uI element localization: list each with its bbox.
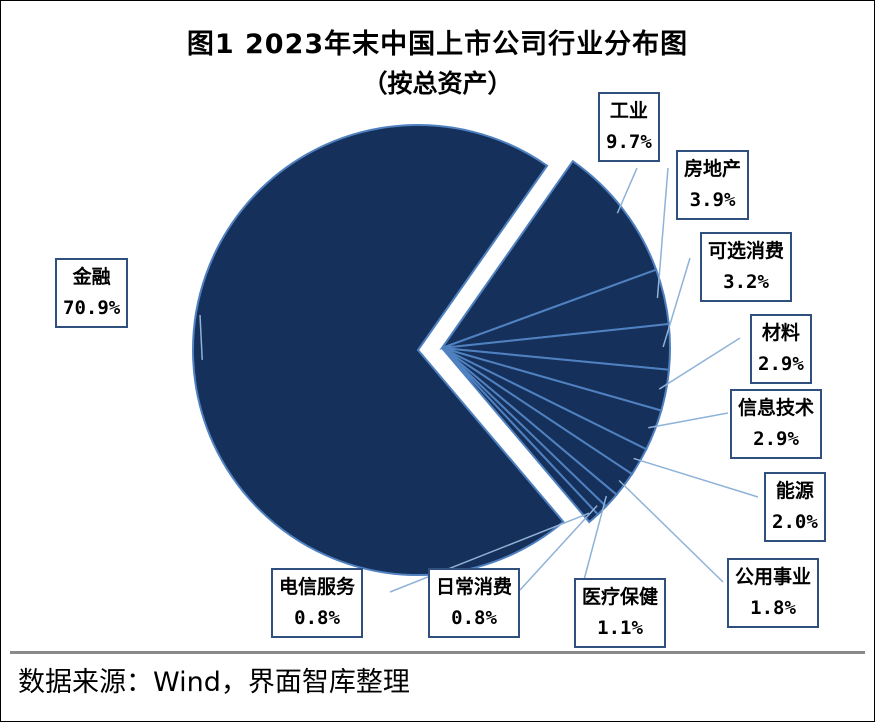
slice-label-name: 医疗保健: [582, 586, 659, 608]
pie-slice-10: [441, 347, 600, 524]
slice-label-value: 70.9%: [63, 297, 121, 319]
leader-line-0: [199, 314, 203, 360]
slice-label-7: 公用事业 1.8%: [727, 558, 820, 628]
slice-label-value: 0.8%: [451, 607, 497, 629]
leader-line-10: [389, 512, 590, 593]
chart-title: 图1 2023年末中国上市公司行业分布图: [186, 29, 689, 60]
slice-label-9: 日常消费 0.8%: [428, 568, 521, 638]
pie-slice-1: [439, 159, 658, 351]
slice-label-value: 2.9%: [753, 428, 799, 450]
leader-lines: [199, 167, 759, 611]
slice-label-8: 医疗保健 1.1%: [574, 578, 667, 648]
chart-subtitle: （按总资产）: [362, 69, 513, 98]
slice-label-name: 工业: [609, 100, 648, 122]
slice-label-value: 1.1%: [597, 617, 643, 639]
slice-label-value: 9.7%: [606, 131, 652, 153]
slice-label-3: 可选消费 3.2%: [700, 232, 793, 302]
leader-line-3: [662, 257, 691, 348]
pie-slice-0: [192, 124, 565, 576]
slice-label-10: 电信服务 0.8%: [271, 568, 364, 638]
leader-line-4: [658, 337, 741, 390]
slice-label-value: 3.9%: [689, 189, 736, 211]
slice-label-name: 金融: [72, 266, 111, 288]
slice-label-value: 2.0%: [772, 511, 818, 533]
slice-label-name: 材料: [761, 322, 800, 344]
slice-label-6: 能源 2.0%: [764, 472, 826, 542]
slice-label-1: 工业 9.7%: [598, 92, 660, 162]
slice-label-0: 金融 70.9%: [55, 258, 129, 328]
leader-line-9: [519, 505, 598, 591]
slice-label-name: 可选消费: [708, 240, 785, 262]
slice-label-name: 房地产: [684, 158, 742, 180]
slice-label-name: 电信服务: [279, 576, 356, 598]
slice-label-value: 3.2%: [723, 271, 769, 293]
slice-label-value: 0.8%: [294, 607, 340, 629]
source-note: 数据来源：Wind，界面智库整理: [18, 667, 410, 698]
slice-label-name: 日常消费: [436, 576, 513, 598]
slice-label-name: 信息技术: [738, 397, 815, 419]
slice-label-name: 公用事业: [735, 566, 812, 588]
leader-line-6: [633, 457, 759, 498]
slice-label-2: 房地产 3.9%: [676, 150, 750, 220]
slice-label-4: 材料 2.9%: [750, 314, 812, 384]
slice-label-5: 信息技术 2.9%: [730, 389, 823, 459]
slice-label-name: 能源: [775, 480, 814, 502]
source-divider: [10, 651, 865, 654]
slice-label-value: 2.9%: [758, 353, 804, 375]
leader-line-2: [656, 167, 669, 299]
leader-line-5: [648, 412, 729, 429]
leader-line-7: [618, 479, 724, 583]
slice-label-value: 1.8%: [750, 597, 796, 619]
pie-slices: [192, 124, 671, 576]
leader-line-1: [616, 167, 638, 214]
